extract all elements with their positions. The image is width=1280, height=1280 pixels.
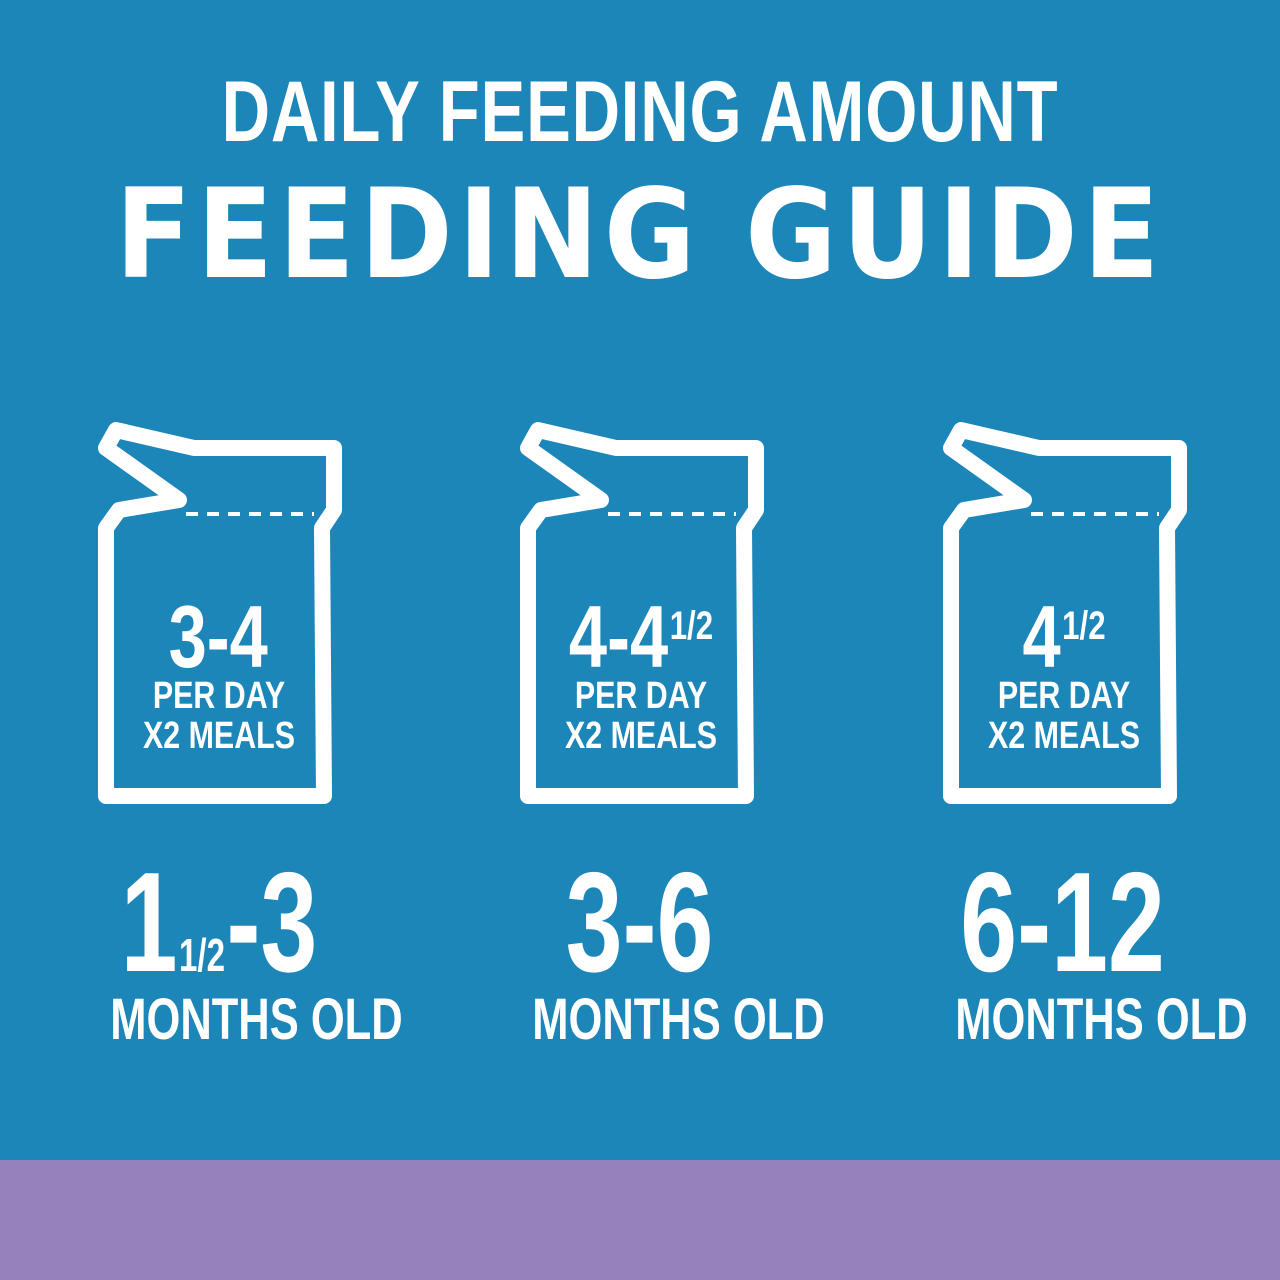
subtitle: DAILY FEEDING AMOUNT (221, 64, 1059, 160)
age-range: 3-6 (565, 843, 714, 1002)
footer-band (0, 1160, 1280, 1280)
food-bag-icon (520, 422, 764, 804)
meals-label: X2 MEALS (987, 715, 1141, 757)
per-day-label: PER DAY (574, 675, 708, 717)
meals-label: X2 MEALS (142, 715, 296, 757)
amount-value: 3-4 (168, 587, 268, 686)
age-label: MONTHS OLD (110, 987, 403, 1052)
feeding-column-2: 4-41/2 PER DAY X2 MEALS 3-6 MONTHS OLD (516, 418, 825, 1058)
meals-label: X2 MEALS (564, 715, 718, 757)
food-bag-icon (98, 422, 342, 804)
age-label: MONTHS OLD (955, 987, 1248, 1052)
feeding-column-1: 3-4 PER DAY X2 MEALS 11/2-3 MONTHS OLD (94, 418, 403, 1058)
per-day-label: PER DAY (152, 675, 286, 717)
age-range: 6-12 (960, 843, 1165, 1002)
amount-value: 4-41/2 (568, 587, 714, 686)
age-label: MONTHS OLD (532, 987, 825, 1052)
amount-value: 41/2 (1022, 587, 1106, 686)
per-day-label: PER DAY (997, 675, 1131, 717)
page-title: FEEDING GUIDE (115, 163, 1165, 307)
feeding-column-3: 41/2 PER DAY X2 MEALS 6-12 MONTHS OLD (939, 418, 1248, 1058)
food-bag-icon (943, 422, 1187, 804)
age-range: 11/2-3 (120, 843, 318, 1002)
